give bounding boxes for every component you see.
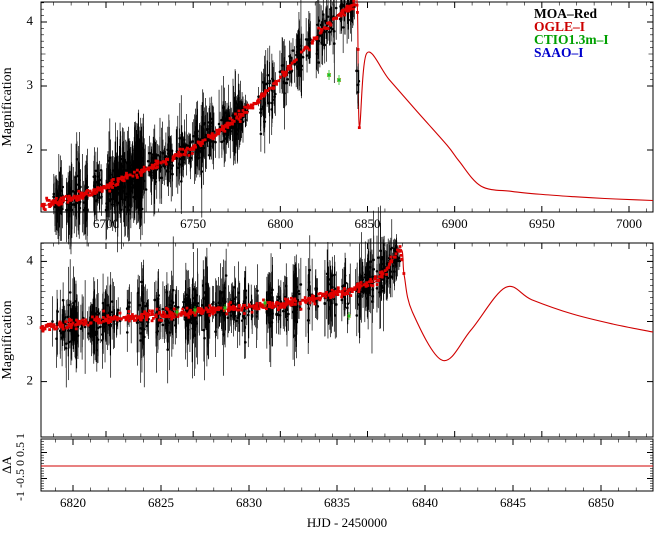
svg-text:Magnification: Magnification [0,300,15,379]
svg-text:ΔA: ΔA [0,456,14,474]
svg-text:6845: 6845 [500,495,526,510]
svg-text:2: 2 [27,373,34,388]
svg-text:SAAO–I: SAAO–I [534,45,584,60]
svg-text:HJD - 2450000: HJD - 2450000 [307,515,387,530]
svg-text:6820: 6820 [60,495,86,510]
svg-text:6800: 6800 [267,216,293,231]
svg-text:3: 3 [27,77,34,92]
svg-text:6840: 6840 [412,495,438,510]
svg-text:6950: 6950 [529,216,555,231]
svg-text:3: 3 [27,312,34,327]
svg-text:4: 4 [27,252,34,267]
svg-text:6825: 6825 [148,495,174,510]
svg-text:6750: 6750 [180,216,206,231]
svg-text:2: 2 [27,141,34,156]
svg-text:-1 -0.5 0 0.5 1: -1 -0.5 0 0.5 1 [13,433,27,501]
svg-text:4: 4 [27,13,34,28]
svg-text:6900: 6900 [442,216,468,231]
svg-text:7000: 7000 [616,216,642,231]
svg-text:Magnification: Magnification [0,67,15,146]
svg-text:6850: 6850 [588,495,614,510]
svg-text:6850: 6850 [355,216,381,231]
svg-text:6835: 6835 [324,495,350,510]
svg-text:6830: 6830 [236,495,262,510]
